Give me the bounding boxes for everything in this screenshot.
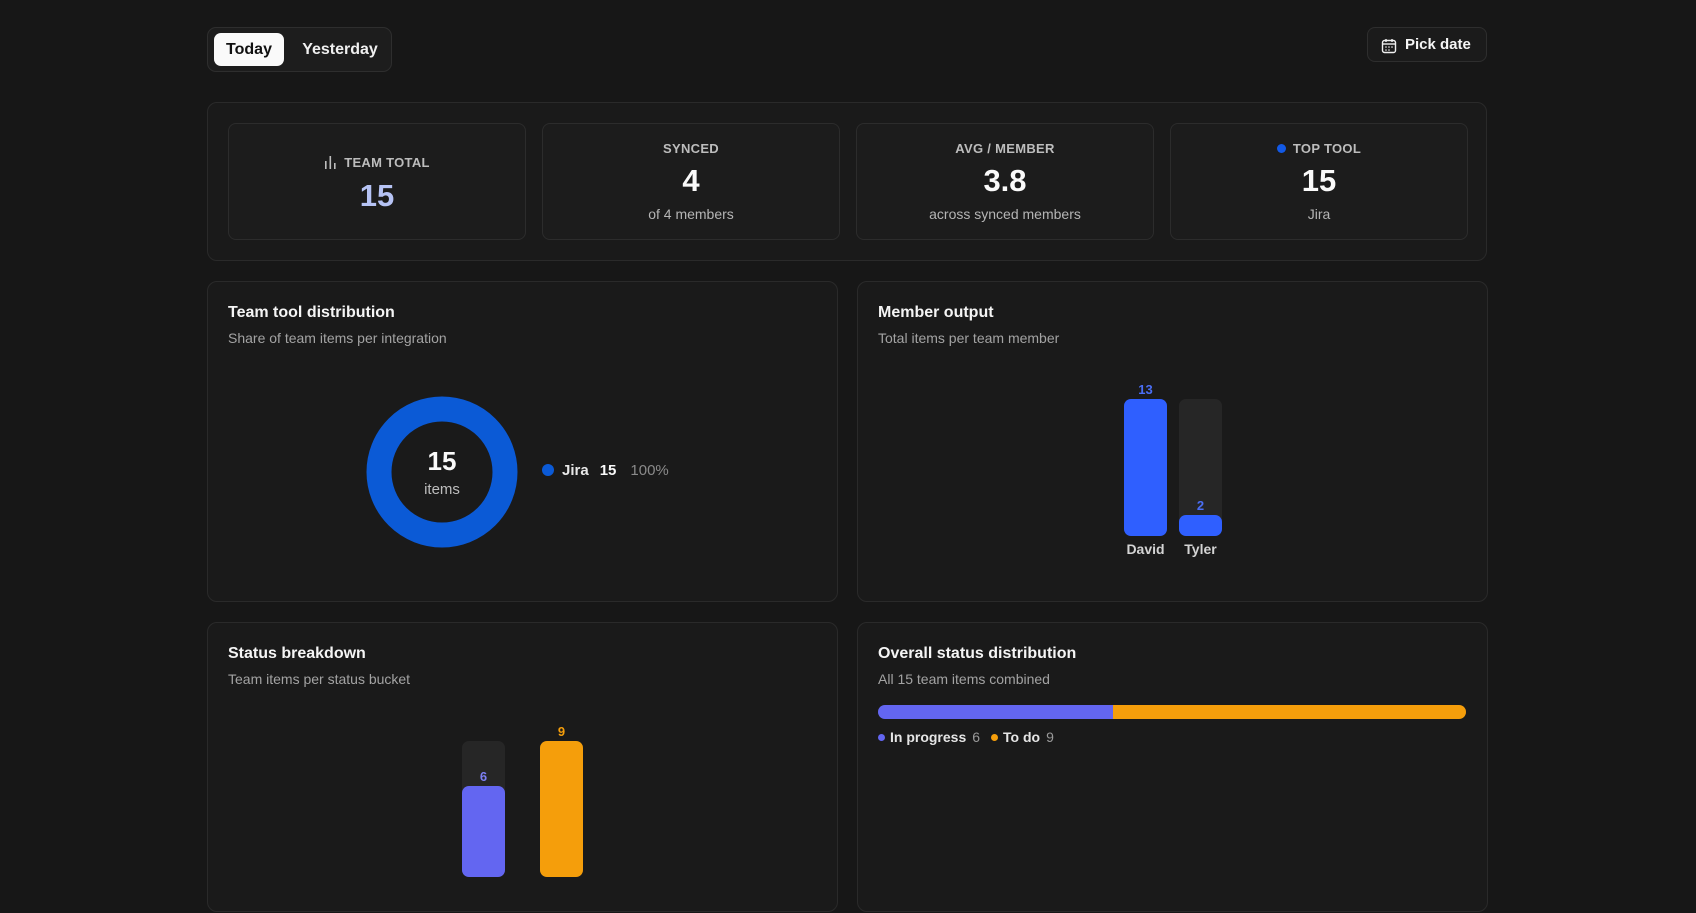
member-output-chart: 13 David 2 Tyler	[858, 282, 1489, 603]
to-do-dot-icon	[991, 734, 998, 741]
bar-david	[1124, 399, 1167, 536]
synced-label: SYNCED	[663, 141, 719, 156]
member-output-card: Member output Total items per team membe…	[857, 281, 1488, 602]
bar-value-tyler: 2	[1196, 497, 1205, 513]
bar-value-david: 13	[1138, 382, 1153, 397]
bar-category-david: David	[1126, 541, 1165, 557]
legend-to-do-count: 9	[1046, 729, 1054, 745]
avg-member-sub: across synced members	[929, 206, 1081, 222]
in-progress-dot-icon	[878, 734, 885, 741]
status-stacked-bar	[878, 705, 1466, 719]
top-tool-value: 15	[1301, 163, 1337, 198]
pick-date-button[interactable]: Pick date	[1367, 27, 1487, 62]
avg-member-label: AVG / MEMBER	[955, 141, 1055, 156]
top-tool-card: TOP TOOL 15 Jira	[1170, 123, 1468, 240]
day-toggle: Today Yesterday	[207, 27, 392, 72]
yesterday-button[interactable]: Yesterday	[302, 41, 378, 58]
pick-date-label: Pick date	[1405, 36, 1471, 53]
avg-member-card: AVG / MEMBER 3.8 across synced members	[856, 123, 1154, 240]
bar-category-tyler: Tyler	[1184, 541, 1217, 557]
overall-status-title: Overall status distribution	[878, 645, 1077, 662]
donut-slice-jira	[366, 396, 518, 548]
donut-chart	[366, 396, 518, 548]
synced-sub: of 4 members	[648, 206, 734, 222]
bar-to-do	[540, 741, 583, 877]
donut-center-label: items	[424, 481, 460, 498]
stack-segment-to-do	[1113, 705, 1466, 719]
legend-in-progress-name: In progress	[890, 729, 967, 745]
synced-value: 4	[682, 163, 700, 198]
bar-track-tyler	[1179, 399, 1222, 536]
status-breakdown-title: Status breakdown	[228, 645, 366, 662]
team-total-card: TEAM TOTAL 15	[228, 123, 526, 240]
member-output-subtitle: Total items per team member	[878, 330, 1060, 346]
synced-card: SYNCED 4 of 4 members	[542, 123, 840, 240]
status-breakdown-subtitle: Team items per status bucket	[228, 671, 411, 687]
team-total-label: TEAM TOTAL	[344, 155, 430, 170]
tool-distribution-title: Team tool distribution	[228, 304, 395, 321]
legend-to-do-name: To do	[1003, 729, 1041, 745]
donut-center-value: 15	[427, 446, 457, 476]
bar-tyler	[1179, 514, 1222, 536]
legend-in-progress-count: 6	[972, 729, 981, 745]
stats-panel: TEAM TOTAL 15 SYNCED 4 of 4 members AVG …	[207, 102, 1487, 261]
bar-chart-icon	[325, 156, 336, 169]
tool-distribution-subtitle: Share of team items per integration	[228, 330, 447, 346]
status-breakdown-card: Status breakdown Team items per status b…	[207, 622, 838, 912]
team-total-label-row: TEAM TOTAL	[229, 155, 525, 170]
top-tool-label: TOP TOOL	[1292, 141, 1362, 156]
member-output-title: Member output	[878, 304, 994, 321]
bar-in-progress	[462, 786, 505, 877]
top-tool-sub: Jira	[1307, 206, 1331, 222]
legend-item-in-progress: In progress 6	[878, 729, 980, 745]
bar-value-to-do: 9	[557, 724, 566, 739]
top-bar: Today Yesterday Pick date	[207, 27, 1487, 72]
legend-jira-percent: 100%	[630, 462, 669, 479]
legend-item-jira: Jira 15 100%	[542, 462, 669, 479]
calendar-icon	[1381, 39, 1397, 54]
jira-dot-icon	[1276, 144, 1286, 153]
top-tool-label-row: TOP TOOL	[1171, 141, 1467, 156]
jira-legend-dot-icon	[542, 464, 554, 476]
stack-segment-in-progress	[878, 705, 1114, 719]
legend-jira-count: 15	[599, 462, 617, 479]
tool-distribution-card: Team tool distribution Share of team ite…	[207, 281, 838, 602]
legend-item-to-do: To do 9	[991, 729, 1054, 745]
avg-member-value: 3.8	[983, 163, 1027, 198]
team-total-value: 15	[359, 178, 395, 213]
overall-status-card: Overall status distribution All 15 team …	[857, 622, 1488, 912]
overall-status-subtitle: All 15 team items combined	[878, 671, 1050, 687]
today-button[interactable]: Today	[214, 33, 284, 66]
bar-value-in-progress: 6	[479, 769, 488, 785]
legend-jira-name: Jira	[562, 462, 589, 479]
